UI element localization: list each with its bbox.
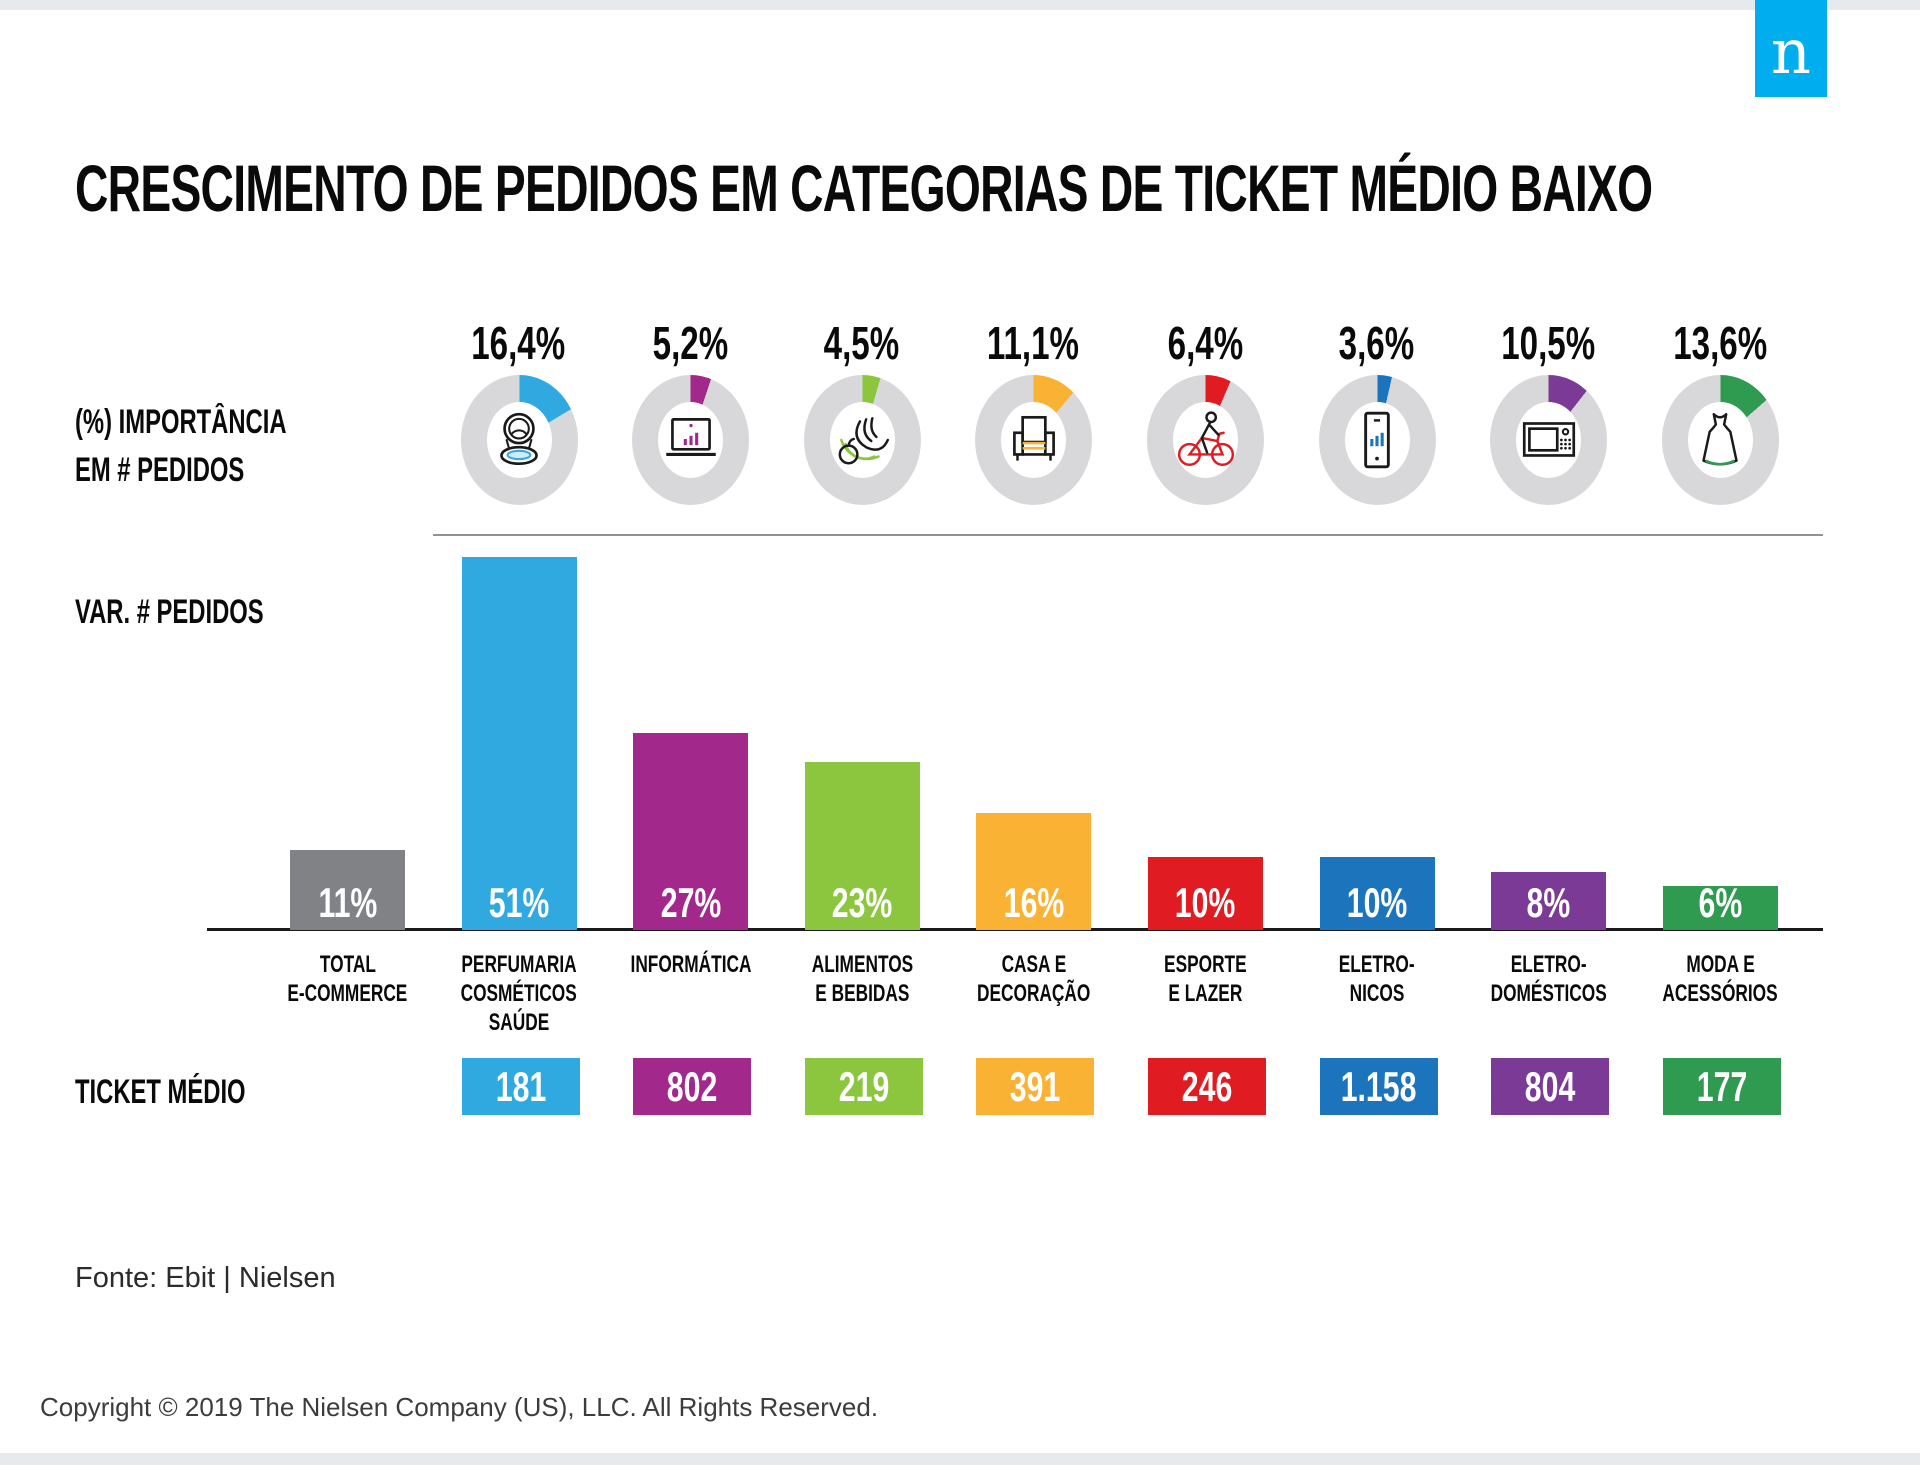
fruits-icon — [829, 407, 895, 473]
smartphone-icon — [1344, 407, 1410, 473]
ticket-medio-value-box: 246 — [1148, 1058, 1266, 1115]
var-pedidos-bar: 27% — [633, 733, 749, 930]
chart-column: 10,5% 8% ELETRO- DOMÉSTICOS 804 — [1490, 0, 1610, 1465]
var-pedidos-bar: 23% — [804, 762, 920, 930]
chart-column: 3,6% 10% ELETRO- NICOS 1.158 — [1318, 0, 1438, 1465]
category-label: ALIMENTOS E BEBIDAS — [811, 951, 914, 1007]
category-label: ELETRO- DOMÉSTICOS — [1490, 951, 1607, 1007]
category-label: CASA E DECORAÇÃO — [977, 951, 1091, 1007]
importance-pct-label: 3,6% — [1338, 317, 1415, 369]
ticket-medio-value-box: 391 — [976, 1058, 1095, 1115]
var-pedidos-bar: 16% — [976, 813, 1092, 930]
var-pedidos-bar: 51% — [461, 557, 577, 930]
ticket-medio-value-box: 804 — [1491, 1058, 1610, 1115]
ticket-medio-value-box: 1.158 — [1319, 1058, 1438, 1115]
importance-pct-label: 13,6% — [1672, 317, 1767, 369]
importance-donut — [1318, 375, 1436, 505]
importance-donut — [460, 375, 578, 505]
bar-value-label: 16% — [1003, 879, 1065, 926]
category-label: ELETRO- NICOS — [1339, 951, 1416, 1007]
bicycle-icon — [1173, 407, 1239, 473]
chart-column: 4,5% 23% ALIMENTOS E BEBIDAS 219 — [803, 0, 923, 1465]
importance-donut — [975, 375, 1093, 505]
top-strip — [0, 0, 1920, 10]
row-label-importance: (%) IMPORTÂNCIA EM # PEDIDOS — [75, 403, 287, 489]
importance-donut — [803, 375, 921, 505]
bar-value-label: 10% — [1346, 879, 1408, 926]
importance-pct-label: 5,2% — [652, 317, 728, 369]
var-pedidos-bar: 6% — [1662, 882, 1778, 930]
importance-pct-label: 10,5% — [1501, 317, 1596, 369]
ticket-medio-value-box: 219 — [804, 1058, 923, 1115]
bar-value-label: 27% — [660, 879, 721, 926]
microwave-icon — [1516, 407, 1582, 473]
category-label: PERFUMARIA COSMÉTICOS SAÚDE — [461, 951, 578, 1036]
nielsen-logo-letter: n — [1771, 14, 1811, 88]
category-label: TOTAL E-COMMERCE — [287, 951, 408, 1007]
row-label-var-pedidos: VAR. # PEDIDOS — [75, 593, 264, 631]
importance-pct-label: 16,4% — [471, 317, 566, 369]
bar-value-label: 6% — [1698, 879, 1743, 926]
bar-value-label: 51% — [488, 879, 550, 926]
category-label: MODA E ACESSÓRIOS — [1662, 951, 1778, 1007]
page-title: CRESCIMENTO DE PEDIDOS EM CATEGORIAS DE … — [75, 151, 1653, 225]
importance-pct-label: 11,1% — [987, 317, 1080, 369]
var-pedidos-bar: 10% — [1148, 857, 1263, 930]
chart-column: 11% TOTAL E-COMMERCE — [287, 0, 407, 1465]
ticket-medio-value-box: 181 — [461, 1058, 580, 1115]
category-label: INFORMÁTICA — [630, 951, 752, 978]
importance-donut — [1490, 375, 1608, 505]
chart-column: 5,2% 27% INFORMÁTICA 802 — [630, 0, 752, 1465]
row-label-ticket-medio: TICKET MÉDIO — [75, 1073, 246, 1111]
chart-column: 6,4% 10% ESPORTE E LAZER 246 — [1147, 0, 1266, 1465]
var-pedidos-bar: 11% — [290, 850, 405, 930]
sofa-icon — [1001, 407, 1067, 473]
var-pedidos-bar: 8% — [1491, 872, 1607, 930]
importance-pct-label: 4,5% — [824, 317, 900, 369]
source-note: Fonte: Ebit | Nielsen — [75, 1262, 336, 1294]
bar-value-label: 8% — [1526, 879, 1571, 926]
bottom-strip — [0, 1453, 1920, 1465]
category-label: ESPORTE E LAZER — [1164, 951, 1247, 1007]
donut-hole — [1001, 402, 1067, 478]
laptop-icon — [658, 407, 724, 473]
importance-donut — [1661, 375, 1779, 505]
chart-column: 16,4% 51% PERFUMARIA COSMÉTICOS SAÚDE 181 — [460, 0, 580, 1465]
dress-icon — [1687, 407, 1753, 473]
donut-bar-divider-line — [433, 534, 1823, 536]
ticket-medio-value-box: 177 — [1662, 1058, 1781, 1115]
cosmetics-compact-icon — [486, 407, 552, 473]
bar-value-label: 11% — [318, 879, 377, 926]
importance-pct-label: 6,4% — [1167, 317, 1243, 369]
importance-donut — [632, 375, 750, 505]
nielsen-logo: n — [1755, 0, 1827, 97]
bar-value-label: 23% — [832, 879, 893, 926]
chart-column: 13,6% 6% MODA E ACESSÓRIOS 177 — [1661, 0, 1781, 1465]
ticket-medio-value-box: 802 — [633, 1058, 752, 1115]
copyright-note: Copyright © 2019 The Nielsen Company (US… — [40, 1392, 879, 1422]
importance-donut — [1147, 375, 1264, 505]
bar-value-label: 10% — [1175, 879, 1236, 926]
chart-column: 11,1% 16% CASA E DECORAÇÃO 391 — [975, 0, 1095, 1465]
var-pedidos-bar: 10% — [1319, 857, 1435, 930]
